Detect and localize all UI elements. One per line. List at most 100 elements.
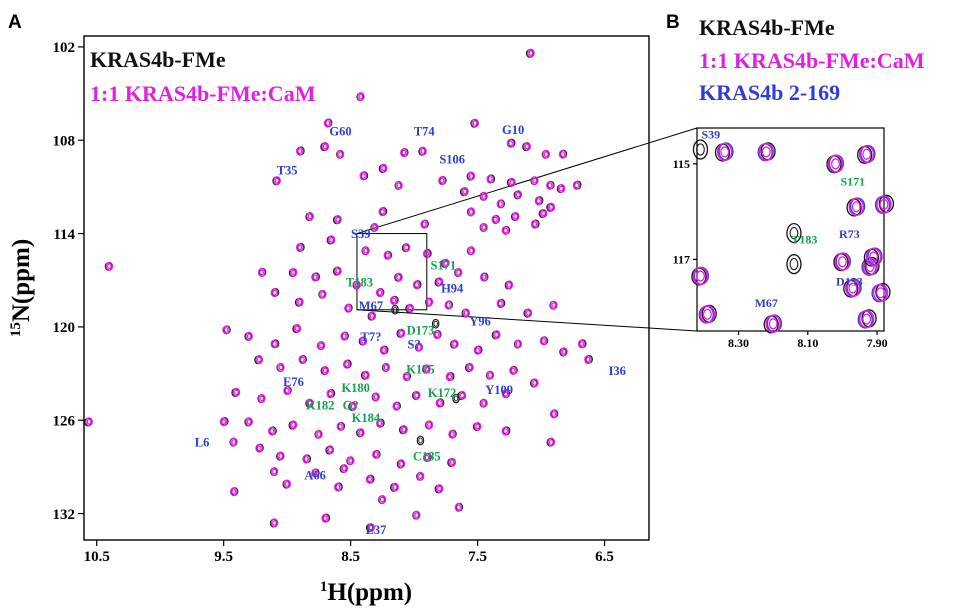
complex-peak [270,467,279,477]
complex-peak-inner [443,260,449,266]
complex-peak [402,372,411,382]
x-tick-label: 6.5 [595,549,614,565]
complex-peak [353,280,361,290]
complex-peak [306,211,314,221]
complex-peak [222,325,231,335]
complex-peak-inner [246,333,252,340]
complex-peak [326,445,335,455]
complex-peak-inner [561,348,567,355]
complex-peak [270,339,279,349]
complex-peak-inner [494,331,499,338]
complex-peak [276,451,285,461]
legend-b-complex: 1:1 KRAS4b-FMe:CaM [699,48,925,73]
complex-peak-inner [307,213,313,220]
complex-peak [454,502,463,512]
complex-peak [257,267,266,277]
complex-peak [229,437,238,447]
peak-label: T74 [414,125,436,139]
complex-peak-inner [358,93,364,100]
complex-peak [298,355,307,365]
complex-peak-inner [437,485,442,492]
complex-peak [514,190,523,200]
complex-peak-inner [350,403,356,410]
legend-b-free: KRAS4b-FMe [699,15,835,40]
complex-peak [458,390,467,400]
peak-label: E37 [366,523,387,537]
complex-peak-inner [498,201,503,207]
complex-peak-inner [503,390,508,397]
complex-peak-inner [481,274,487,280]
complex-peak [501,426,510,436]
complex-peak [392,401,401,411]
complex-peak-inner [579,341,585,347]
peak-label: M67 [755,296,778,310]
complex-peak-inner [373,394,379,400]
complex-peak-inner [509,179,515,186]
complex-peak [480,191,488,201]
complex-peak-inner [493,216,498,223]
complex-peak [758,142,775,162]
y-axis-title-text: N(ppm) [8,239,35,322]
complex-peak-inner [341,465,347,472]
complex-peak-inner [348,457,353,464]
complex-peak [506,138,515,148]
complex-peak [422,249,431,259]
peak-label: L6 [195,436,210,450]
complex-peak [327,235,336,245]
y-tick-label: 115 [673,157,690,171]
free-peak [431,318,440,329]
complex-peak [765,314,781,334]
complex-peak [289,420,298,430]
complex-peak [480,272,488,282]
complex-peak [461,187,469,197]
complex-peak [283,386,292,396]
complex-peak [323,118,332,128]
complex-peak [492,330,501,340]
peak-label: S171 [840,174,865,188]
complex-peak-inner [447,373,452,380]
complex-peak [445,372,454,382]
complex-peak [530,378,539,388]
complex-peak-inner [515,191,521,198]
spectrum-a-x-ticks: 10.5 9.5 8.5 7.5 6.5 [84,540,614,565]
complex-peak-inner [879,198,889,210]
complex-peak-inner [424,366,430,372]
complex-peak [505,280,514,290]
complex-peak [491,215,500,225]
complex-peak-inner [329,236,334,243]
complex-peak [397,328,406,338]
complex-peak-inner [416,344,422,350]
complex-peak-inner [510,367,516,374]
x-axis-title-sup: 1 [320,579,328,595]
complex-peak [295,297,304,307]
complex-peak [270,518,279,528]
complex-peak-inner [487,176,493,182]
complex-peak-inner [338,423,343,430]
complex-peak [378,495,387,505]
y-tick-label: 126 [53,413,76,429]
complex-peak [542,149,551,159]
peak-label: M67 [359,299,383,313]
complex-peak-inner [278,364,284,371]
complex-peak-inner [328,446,333,453]
complex-peak-inner [560,151,565,158]
complex-peak-inner [543,151,549,158]
complex-peak [273,176,281,186]
complex-peak-inner [316,431,322,438]
complex-peak-inner [695,270,705,282]
complex-peak [336,421,345,431]
complex-peak-inner [272,520,277,526]
peak-label: G? [343,398,359,412]
peak-label: D153 [836,275,863,289]
complex-peak-inner [259,395,265,402]
zoom-connector-bottom [356,309,698,332]
complex-peak-inner [761,146,771,158]
complex-peak [232,387,241,397]
complex-peak [486,174,495,184]
complex-peak [395,272,403,282]
complex-peak-inner [284,481,290,487]
complex-peak [699,305,716,324]
complex-peak [321,365,330,375]
complex-peak [848,197,865,216]
